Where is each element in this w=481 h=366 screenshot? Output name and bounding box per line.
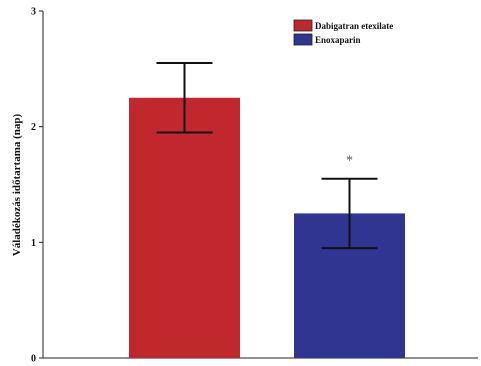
legend-swatch [293, 19, 313, 32]
y-tick-label: 1 [31, 238, 36, 249]
legend-label: Enoxaparin [315, 35, 361, 45]
error-bar [156, 62, 213, 134]
y-axis: 0 1 2 3 [31, 7, 44, 365]
y-tick-label: 3 [31, 7, 36, 18]
legend-swatch [293, 33, 313, 46]
legend-label: Dabigatran etexilate [315, 21, 393, 31]
y-tick-label: 0 [31, 354, 36, 365]
legend: Dabigatran etexilate Enoxaparin [293, 19, 393, 46]
y-tick-label: 2 [31, 122, 36, 133]
y-axis-title: Váladékozás időtartama (nap) [11, 113, 23, 256]
bar-dabigatran [129, 97, 240, 358]
significance-marker: * [346, 154, 353, 169]
error-bar [321, 177, 378, 250]
